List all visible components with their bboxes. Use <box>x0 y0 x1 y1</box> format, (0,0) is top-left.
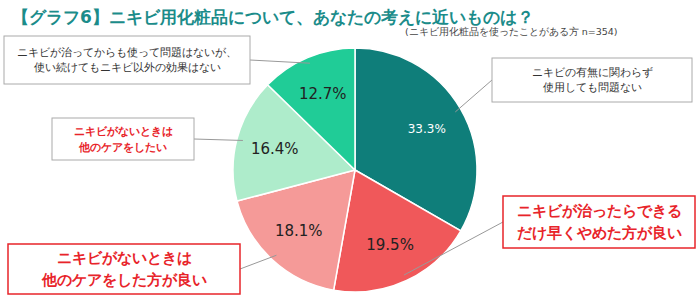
title: 【グラフ6】ニキビ用化粧品について、あなたの考えに近いものは？ <box>12 7 534 27</box>
category-line: ニキビが治ったらできる <box>517 202 682 220</box>
data-label: 19.5% <box>366 236 414 254</box>
category-line: ニキビの有無に関わらず <box>532 66 653 79</box>
data-label: 12.7% <box>299 85 347 103</box>
leader-line <box>404 222 503 275</box>
category-line: 使用しても問題ない <box>543 81 642 93</box>
label-box <box>492 58 692 102</box>
data-label: 18.1% <box>275 222 323 240</box>
label-box <box>503 196 695 248</box>
label-box <box>8 244 240 294</box>
category-line: 使い続けてもニキビ以外の効果はない <box>34 61 221 74</box>
category-label: ニキビが治ったらできるだけ早くやめた方が良い <box>517 202 682 242</box>
label-box <box>4 36 250 84</box>
category-line: ニキビが治ってからも使って問題はないが、 <box>17 46 237 58</box>
page: {"chart_data": {"type": "pie", "title": … <box>0 0 700 297</box>
category-line: ニキビがないときは <box>74 125 173 138</box>
leader-line <box>240 255 276 269</box>
subtitle: (ニキビ用化粧品を使ったことがある方 n=354) <box>405 26 618 37</box>
category-line: 他のケアをしたい <box>78 141 167 154</box>
category-label: ニキビがないときは他のケアをしたい <box>74 125 173 154</box>
data-label: 16.4% <box>251 140 299 158</box>
leader-line <box>194 139 243 140</box>
leader-line <box>455 80 492 112</box>
category-label: ニキビがないときは他のケアをした方が良い <box>41 249 207 289</box>
chart: 【グラフ6】ニキビ用化粧品について、あなたの考えに近いものは？(ニキビ用化粧品を… <box>0 0 700 297</box>
data-label: 33.3% <box>408 122 446 136</box>
labels: 33.3% ニキビの有無に関わらず使用しても問題ない 19.5% ニキビが治ったらでき… <box>4 36 695 294</box>
category-line: ニキビがないときは <box>57 249 192 267</box>
label-box <box>52 118 194 160</box>
slice <box>334 170 461 292</box>
category-label: ニキビの有無に関わらず使用しても問題ない <box>532 66 653 93</box>
leader-line <box>250 60 310 63</box>
category-line: 他のケアをした方が良い <box>41 271 207 289</box>
category-line: だけ早くやめた方が良い <box>517 224 682 242</box>
category-label: ニキビが治ってからも使って問題はないが、使い続けてもニキビ以外の効果はない <box>17 46 237 74</box>
